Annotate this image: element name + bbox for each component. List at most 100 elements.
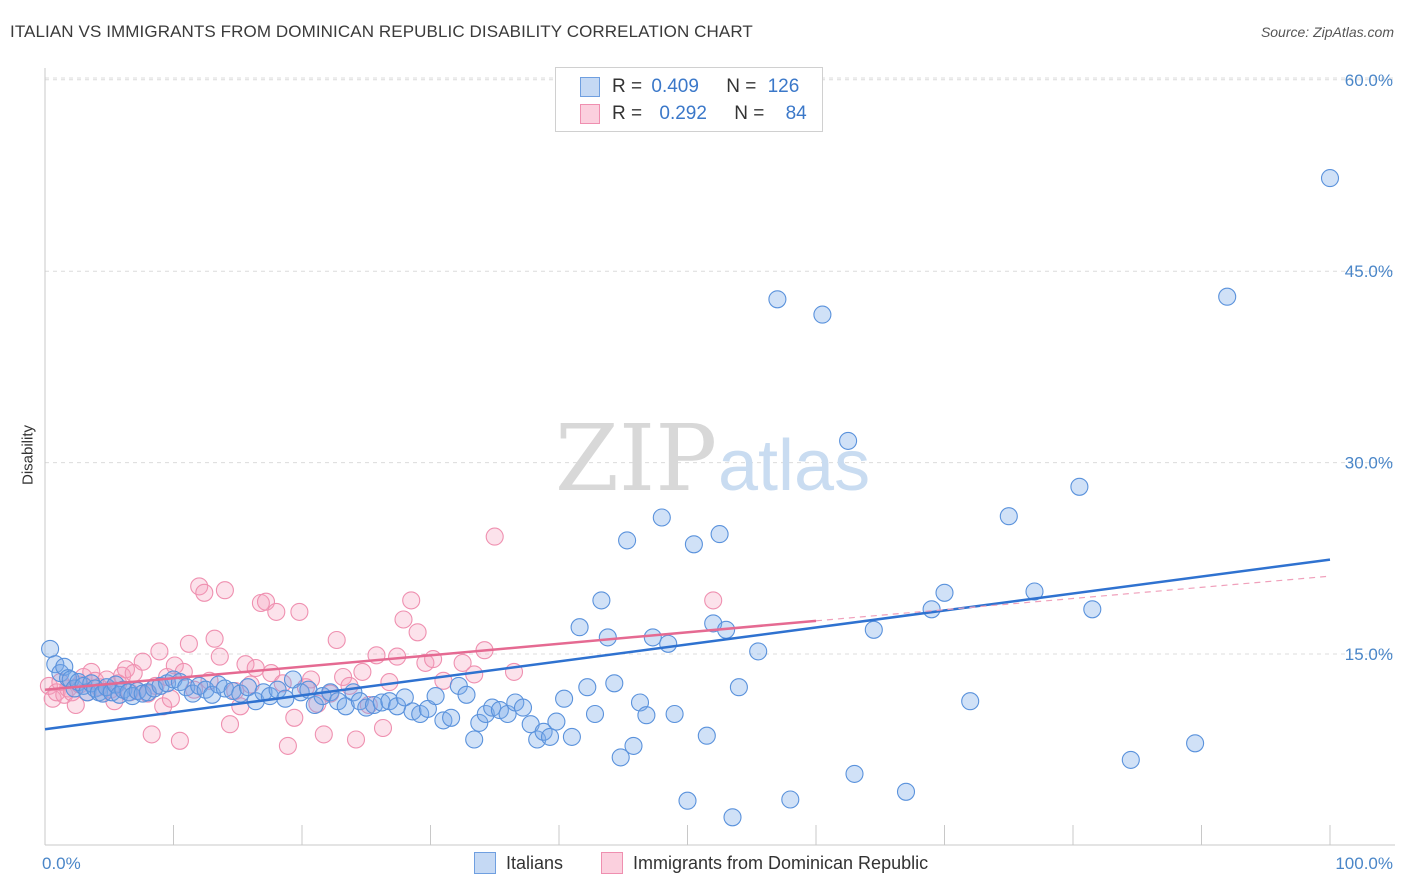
italians-legend-label: Italians <box>506 852 564 873</box>
chart-title: ITALIAN VS IMMIGRANTS FROM DOMINICAN REP… <box>10 22 753 41</box>
dominican-point <box>402 591 421 610</box>
r-label: R = <box>612 76 643 97</box>
y-tick-label: 60.0% <box>1345 71 1393 90</box>
dominican-point <box>210 647 229 666</box>
italians-point <box>935 583 954 602</box>
italians-point <box>555 689 574 708</box>
dominican-point <box>485 527 504 546</box>
dominican-point <box>220 715 240 734</box>
dominican-point <box>215 581 234 600</box>
italians-point <box>896 782 916 801</box>
dominican-trend-extension <box>815 575 1331 622</box>
n-value: 126 <box>767 76 800 97</box>
italians-point <box>585 704 605 724</box>
italians-point <box>1121 750 1140 769</box>
dominican-point <box>205 629 224 648</box>
italians-point <box>697 726 716 745</box>
italians-point <box>710 525 729 544</box>
tick-labels: 15.0% 30.0% 45.0% 60.0% 0.0% 100.0% <box>42 71 1393 873</box>
italians-point <box>729 678 748 697</box>
italians-point <box>350 692 369 711</box>
italians-point <box>562 727 581 746</box>
r-value: 0.292 <box>659 103 707 124</box>
italians-point <box>624 736 643 755</box>
italians-point <box>598 628 617 647</box>
x-tick-label: 0.0% <box>42 854 81 873</box>
dominican-point <box>290 602 309 621</box>
italians-point <box>637 706 656 725</box>
x-tick-label: 100.0% <box>1335 854 1393 873</box>
grid-lines <box>45 77 1395 655</box>
dominican-point <box>150 642 169 661</box>
italians-point <box>1083 600 1102 619</box>
italians-point <box>426 687 445 706</box>
italians-point <box>665 704 684 724</box>
r-label: R = <box>612 103 643 124</box>
dominican-point <box>408 623 427 642</box>
legend-item-dominican: Immigrants from Dominican Republic <box>601 852 928 874</box>
italians-point <box>336 697 355 716</box>
italians-point <box>513 698 533 717</box>
dominican-point <box>353 662 372 681</box>
italians-point <box>592 591 611 610</box>
italians-point <box>442 708 461 727</box>
italians-point <box>547 712 566 731</box>
italians-point <box>618 531 637 550</box>
series-legend: Italians Immigrants from Dominican Repub… <box>0 852 1406 876</box>
italians-point <box>684 535 703 554</box>
italians-point <box>723 808 742 827</box>
italians-point <box>578 678 597 697</box>
italians-point <box>845 764 864 783</box>
n-label: N = <box>726 76 757 97</box>
dominican-point <box>161 689 180 708</box>
italians-point <box>476 704 495 724</box>
italians-point <box>781 790 800 809</box>
dominican-swatch <box>580 104 600 124</box>
legend-row-italians-text: R = 0.409 N = 126 <box>612 76 799 98</box>
italians-point <box>839 431 858 450</box>
italians-point <box>659 634 678 653</box>
trend-lines <box>44 558 1331 731</box>
dominican-point <box>142 725 161 744</box>
watermark: ZIP atlas <box>555 405 870 512</box>
dominican-point <box>373 718 393 738</box>
italians-point <box>457 685 476 704</box>
italians-point <box>961 692 980 711</box>
italians-trend-line <box>44 558 1331 731</box>
dominican-point <box>314 725 333 744</box>
dominican-point <box>165 656 184 675</box>
italians-point <box>470 713 489 732</box>
axes <box>44 68 1395 846</box>
r-value: 0.409 <box>651 76 699 97</box>
dominican-point <box>246 658 265 678</box>
dominican-trend-line <box>44 619 817 691</box>
y-tick-label: 45.0% <box>1345 262 1393 281</box>
dominican-point <box>195 583 214 602</box>
italians-point <box>678 791 697 810</box>
italians-point <box>1186 734 1205 753</box>
italians-point <box>922 600 941 619</box>
dominican-point <box>327 630 346 650</box>
italians-point <box>611 748 630 767</box>
italians-point <box>749 642 768 661</box>
italians-point <box>114 680 133 699</box>
italians-legend-swatch <box>474 852 496 874</box>
italians-point <box>652 508 671 527</box>
dominican-point <box>334 667 353 687</box>
italians-point <box>1070 477 1089 496</box>
dominican-point <box>301 670 321 689</box>
dominican-point <box>424 650 443 669</box>
italians-point <box>1320 169 1340 188</box>
source-label: Source: ZipAtlas.com <box>1260 24 1394 40</box>
dominican-point <box>170 731 189 750</box>
italians-point <box>1218 287 1237 306</box>
dominican-legend-label: Immigrants from Dominican Republic <box>633 852 929 873</box>
italians-point <box>465 730 484 749</box>
dominican-point <box>179 634 198 653</box>
dominican-point <box>453 653 472 672</box>
italians-point <box>643 628 662 647</box>
italians-point <box>999 507 1018 526</box>
watermark-zip: ZIP <box>555 405 717 512</box>
legend-row-dominican-text: R = 0.292 N = 84 <box>612 103 807 125</box>
